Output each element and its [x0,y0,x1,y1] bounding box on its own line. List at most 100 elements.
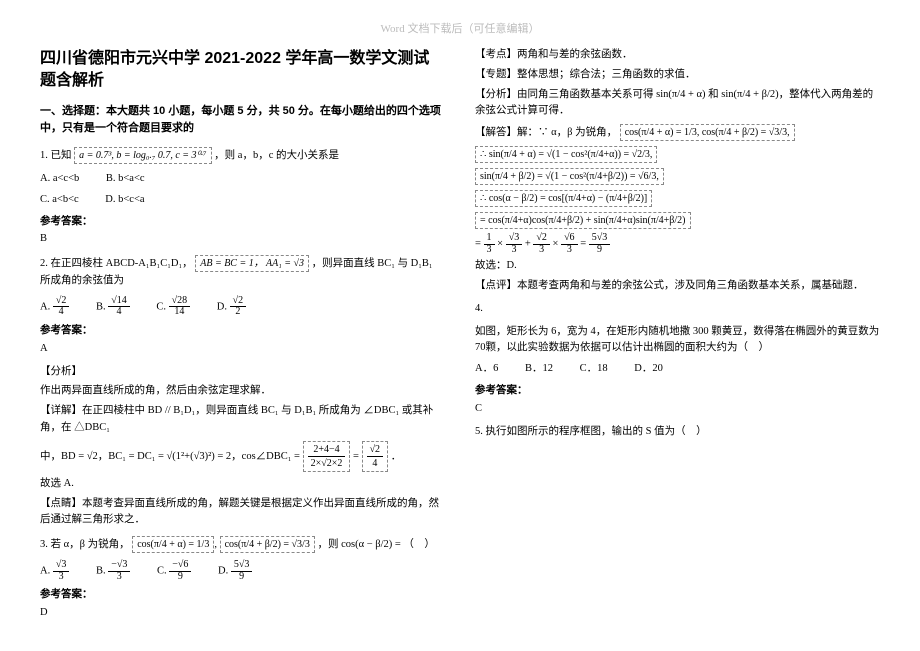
l6-pre: = [475,239,484,250]
q1-stem-post: ，则 a，b，c 的大小关系是 [214,150,339,161]
watermark-text: Word 文档下载后（可任意编辑） [40,20,880,36]
question-5: 5. 执行如图所示的程序框图，输出的 S 值为（ ） [475,424,880,441]
q4-options: A．6 B．12 C．18 D．20 [475,361,880,378]
q3-c-lbl: C. [157,566,167,577]
t2: √33 [506,233,523,255]
q2-fenxi-label: 【分析】 [40,364,445,381]
q2-b-frac: √144 [108,296,130,318]
q1-stem-pre: 1. 已知 [40,150,74,161]
q1-opt-b: B. b<a<c [106,171,145,188]
q2-res-frac: √24 [362,441,389,472]
question-4: 4. [475,301,880,318]
line4-box: ∴ cos(α − β/2) = cos[(π/4+α) − (π/4+β/2)… [475,190,652,207]
q4-stem: 如图，矩形长为 6，宽为 4，在矩形内随机地撒 300 颗黄豆，数得落在椭圆外的… [475,324,880,358]
q2-ans-label: 参考答案： [40,322,445,339]
q3-a-num: √3 [53,560,70,572]
q2-mid-text: 中，BD = √2，BC₁ = DC₁ = √(1²+(√3)²) = 2，co… [40,451,303,462]
q2-c-den: 14 [169,307,191,318]
q3-formula-1: cos(π/4 + α) = 1/3 [132,536,214,553]
t1d: 3 [484,245,495,256]
line5: = cos(π/4+α)cos(π/4+β/2) + sin(π/4+α)sin… [475,211,880,230]
q3-answer: D [40,605,445,622]
q1-opt-d: D. b<c<a [105,192,144,209]
q2-a-den: 4 [53,307,70,318]
q3-b-num: −√3 [108,560,130,572]
section-heading: 一、选择题：本大题共 10 小题，每小题 5 分，共 50 分。在每小题给出的四… [40,103,445,138]
res: 5√39 [589,233,611,255]
jieda-head: 【解答】解：∵ α，β 为锐角， cos(π/4 + α) = 1/3, cos… [475,123,880,142]
q2-cos-den: 2×√2×2 [308,457,346,470]
t3d: 3 [533,245,550,256]
question-2: 2. 在正四棱柱 ABCD-A₁B₁C₁D₁， AB = BC = 1， AA₁… [40,254,445,290]
q2-opt-b: B. √144 [96,296,130,318]
q2-opt-d: D. √22 [217,296,246,318]
q3-formula-2: cos(π/4 + β/2) = √3/3 [220,536,315,553]
q4-opt-c: C．18 [580,361,608,378]
line3-box: sin(π/4 + β/2) = √(1 − cos²(π/4+β/2)) = … [475,168,664,185]
q3-options: A. √33 B. −√33 C. −√69 D. 5√39 [40,560,445,582]
q3-ans-label: 参考答案： [40,586,445,603]
q3-b-den: 3 [108,572,130,583]
q2-c-frac: √2814 [169,296,191,318]
rn: 5√3 [589,233,611,245]
line5-box: = cos(π/4+α)cos(π/4+β/2) + sin(π/4+α)sin… [475,212,691,229]
q2-eq: = [353,451,362,462]
two-column-layout: 四川省德阳市元兴中学 2021-2022 学年高一数学文测试题含解析 一、选择题… [40,44,880,628]
q1-options-2: C. a<b<c D. b<c<a [40,192,445,209]
x2: × [553,239,562,250]
q2-a-frac: √24 [53,296,70,318]
q3-opt-b: B. −√33 [96,560,130,582]
eq2: = [580,239,589,250]
q3-c-den: 9 [169,572,191,583]
q3-d-num: 5√3 [231,560,253,572]
plus: + [525,239,534,250]
t1n: 1 [484,233,495,245]
q2-options: A. √24 B. √144 C. √2814 D. √22 [40,296,445,318]
q2-d-lbl: D. [217,301,227,312]
q4-num: 4. [475,303,483,314]
q3-opt-c: C. −√69 [157,560,191,582]
q2-res-num: √2 [367,443,384,457]
zhuanti: 【专题】整体思想；综合法；三角函数的求值． [475,67,880,84]
line3: sin(π/4 + β/2) = √(1 − cos²(π/4+β/2)) = … [475,167,880,186]
t3: √23 [533,233,550,255]
q2-opt-c: C. √2814 [156,296,190,318]
fenxi: 【分析】由同角三角函数基本关系可得 sin(π/4 + α) 和 sin(π/4… [475,87,880,121]
q3-d-lbl: D. [218,566,228,577]
q2-fenxi-text: 作出两异面直线所成的角，然后由余弦定理求解． [40,383,445,400]
q1-answer: B [40,231,445,248]
q2-d-den: 2 [230,307,247,318]
q3-c-frac: −√69 [169,560,191,582]
q3-stem-pre: 3. 若 α，β 为锐角， [40,539,130,550]
q2-d-frac: √22 [230,296,247,318]
question-3: 3. 若 α，β 为锐角， cos(π/4 + α) = 1/3, cos(π/… [40,535,445,554]
right-choose: 故选：D. [475,258,880,275]
q4-ans-label: 参考答案： [475,382,880,399]
q3-a-den: 3 [53,572,70,583]
question-1: 1. 已知 a = 0.7³, b = log₀.₇ 0.7, c = 3⁰·⁷… [40,146,445,165]
q4-opt-b: B．12 [525,361,553,378]
q3-b-frac: −√33 [108,560,130,582]
q2-cos-frac: 2+4−42×√2×2 [303,441,351,472]
q2-stem-pre: 2. 在正四棱柱 ABCD-A₁B₁C₁D₁， [40,258,193,269]
q1-ans-label: 参考答案： [40,213,445,230]
q2-mid2: ． [391,451,402,462]
line2-box: ∴ sin(π/4 + α) = √(1 − cos²(π/4+α)) = √2… [475,146,657,163]
q2-b-lbl: B. [96,301,106,312]
q2-formula: AB = BC = 1， AA₁ = √3 [195,255,309,272]
t4: √63 [561,233,578,255]
q2-c-lbl: C. [156,301,166,312]
q3-a-frac: √33 [53,560,70,582]
page-title: 四川省德阳市元兴中学 2021-2022 学年高一数学文测试题含解析 [40,48,445,93]
line6: = 13 × √33 + √23 × √63 = 5√39 [475,233,880,255]
q1-formula: a = 0.7³, b = log₀.₇ 0.7, c = 3⁰·⁷ [74,147,211,164]
jieda-text: 【解答】解：∵ α，β 为锐角， [475,127,617,138]
q3-a-lbl: A. [40,566,50,577]
q3-d-den: 9 [231,572,253,583]
line4: ∴ cos(α − β/2) = cos[(π/4+α) − (π/4+β/2)… [475,189,880,208]
q1-opt-c: C. a<b<c [40,192,79,209]
t2d: 3 [506,245,523,256]
q4-answer: C [475,401,880,418]
q2-cos-num: 2+4−4 [308,443,346,457]
q1-options: A. a<c<b B. b<a<c [40,171,445,188]
